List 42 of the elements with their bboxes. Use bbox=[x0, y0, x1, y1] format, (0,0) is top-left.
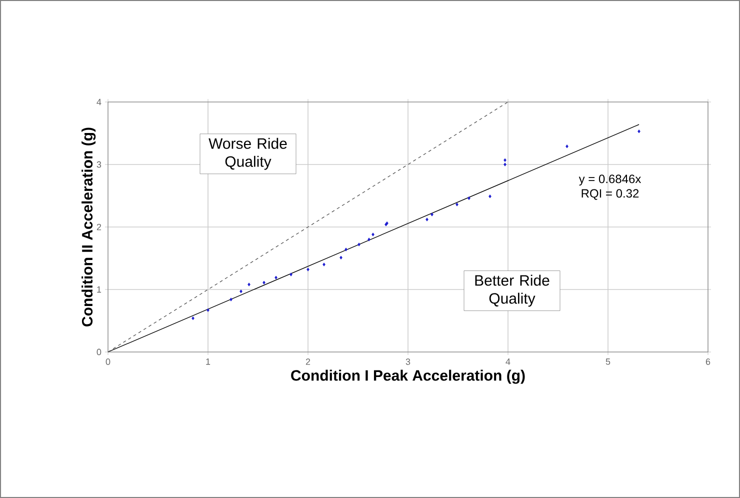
x-tick-label: 1 bbox=[206, 358, 210, 365]
point bbox=[240, 290, 242, 294]
point bbox=[344, 248, 348, 252]
point bbox=[290, 272, 292, 276]
point bbox=[566, 144, 568, 148]
annotation: RQI = 0.32 bbox=[582, 189, 639, 200]
y-tick-label: 3 bbox=[96, 161, 102, 168]
x-tick-label: 4 bbox=[506, 358, 510, 365]
x-tick-label: 5 bbox=[606, 358, 610, 365]
point bbox=[430, 212, 434, 216]
annotation: Worse Ride Quality bbox=[208, 138, 287, 170]
point bbox=[306, 268, 310, 272]
y-tick-label: 2 bbox=[96, 224, 102, 230]
point bbox=[368, 238, 370, 242]
y-tick-label: 1 bbox=[97, 286, 102, 293]
point bbox=[192, 316, 194, 320]
point bbox=[206, 308, 210, 312]
point bbox=[468, 196, 470, 200]
y-tick-label: 4 bbox=[96, 98, 102, 106]
x-tick-label: 3 bbox=[406, 358, 410, 365]
point bbox=[372, 232, 374, 236]
x-axis-title: Condition I Peak Acceleration (g) bbox=[291, 370, 525, 384]
point bbox=[248, 282, 250, 286]
annotation: y = 0.6846x bbox=[578, 174, 642, 186]
point bbox=[274, 276, 278, 280]
point bbox=[488, 194, 492, 198]
point bbox=[230, 298, 232, 302]
annotation: Better Ride Quality bbox=[475, 274, 550, 307]
x-tick-label: 2 bbox=[306, 358, 310, 365]
point bbox=[358, 242, 360, 246]
point bbox=[340, 256, 342, 260]
point bbox=[504, 158, 506, 162]
point bbox=[262, 280, 266, 284]
point bbox=[504, 162, 506, 166]
x-tick-label: 6 bbox=[706, 358, 710, 365]
x-tick-label: 0 bbox=[106, 358, 110, 365]
point bbox=[638, 130, 640, 134]
point bbox=[322, 262, 326, 266]
point bbox=[426, 218, 428, 222]
point bbox=[456, 202, 458, 206]
y-tick-label: 0 bbox=[96, 348, 102, 356]
y-axis-title: Condition II Acceleration (g) bbox=[82, 128, 96, 326]
